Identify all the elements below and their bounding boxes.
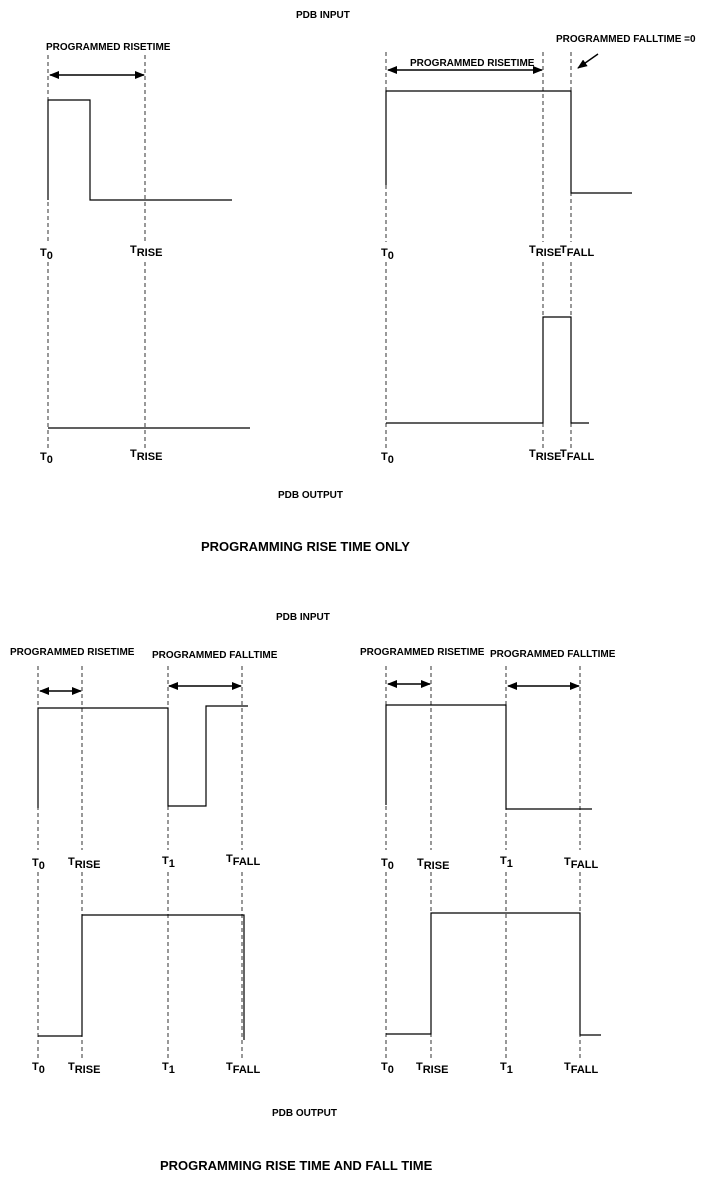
trise-label: TRISE bbox=[416, 1061, 448, 1076]
tfall-label: TFALL bbox=[226, 853, 261, 868]
programmed-falltime-zero-label: PROGRAMMED FALLTIME =0 bbox=[556, 34, 696, 45]
t0-label: T0 bbox=[32, 857, 45, 872]
trise-label: TRISE bbox=[529, 244, 561, 259]
pdb-input-label-bottom: PDB INPUT bbox=[276, 612, 330, 623]
output-waveform bbox=[386, 316, 589, 424]
pdb-output-label-top: PDB OUTPUT bbox=[278, 490, 343, 501]
t0-label: T0 bbox=[381, 1061, 394, 1076]
input-waveform bbox=[37, 705, 248, 808]
programmed-risetime-label: PROGRAMMED RISETIME bbox=[10, 647, 135, 658]
caption-rise-and-fall: PROGRAMMING RISE TIME AND FALL TIME bbox=[160, 1158, 433, 1173]
programmed-risetime-label: PROGRAMMED RISETIME bbox=[46, 42, 171, 53]
tfall-label: TFALL bbox=[560, 448, 595, 463]
t0-label: T0 bbox=[40, 451, 53, 466]
trise-label: TRISE bbox=[130, 244, 162, 259]
t1-label: T1 bbox=[162, 1061, 175, 1076]
t0-label: T0 bbox=[32, 1061, 45, 1076]
input-waveform bbox=[385, 90, 632, 194]
input-waveform bbox=[385, 704, 592, 810]
t0-label: T0 bbox=[381, 247, 394, 262]
tfall-label: TFALL bbox=[564, 856, 599, 871]
tfall-label: TFALL bbox=[560, 244, 595, 259]
input-waveform bbox=[47, 99, 232, 201]
falltime-zero-pointer bbox=[577, 53, 599, 69]
t1-label: T1 bbox=[162, 855, 175, 870]
programmed-falltime-label: PROGRAMMED FALLTIME bbox=[152, 650, 278, 661]
programmed-falltime-label: PROGRAMMED FALLTIME bbox=[490, 649, 616, 660]
trise-label: TRISE bbox=[130, 448, 162, 463]
tfall-label: TFALL bbox=[564, 1061, 599, 1076]
caption-rise-only: PROGRAMMING RISE TIME ONLY bbox=[201, 539, 410, 554]
output-waveform bbox=[38, 914, 245, 1040]
programmed-risetime-label: PROGRAMMED RISETIME bbox=[410, 58, 535, 69]
trise-label: TRISE bbox=[529, 448, 561, 463]
t1-label: T1 bbox=[500, 1061, 513, 1076]
t1-label: T1 bbox=[500, 855, 513, 870]
trise-label: TRISE bbox=[417, 857, 449, 872]
t0-label: T0 bbox=[381, 857, 394, 872]
t0-label: T0 bbox=[381, 451, 394, 466]
tfall-label: TFALL bbox=[226, 1061, 261, 1076]
programmed-risetime-label: PROGRAMMED RISETIME bbox=[360, 647, 485, 658]
pdb-input-label-top: PDB INPUT bbox=[296, 10, 350, 21]
trise-label: TRISE bbox=[68, 1061, 100, 1076]
pdb-output-label-bottom: PDB OUTPUT bbox=[272, 1108, 337, 1119]
output-waveform bbox=[386, 912, 601, 1036]
t0-label: T0 bbox=[40, 247, 53, 262]
trise-label: TRISE bbox=[68, 856, 100, 871]
